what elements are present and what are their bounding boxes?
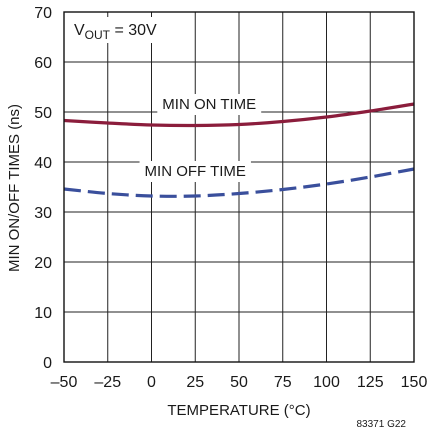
vout-main: V: [74, 22, 85, 39]
x-tick-label: 50: [230, 374, 248, 391]
plot-frame: [63, 11, 415, 363]
y-tick-labels: 0 10 20 30 40 50 60 70: [34, 5, 52, 372]
min-off-time-label: MIN OFF TIME: [145, 163, 246, 180]
x-tick-label: 125: [357, 374, 384, 391]
y-tick-label: 40: [34, 155, 52, 172]
x-tick-label: 25: [186, 374, 204, 391]
y-tick-label: 0: [43, 355, 52, 372]
figure-id: 83371 G22: [357, 419, 407, 430]
x-tick-label: –25: [94, 374, 121, 391]
min-on-time-label-bg: [157, 94, 262, 115]
x-tick-label: 100: [313, 374, 340, 391]
min-off-time-label-bg: [139, 161, 251, 182]
y-tick-label: 50: [34, 105, 52, 122]
y-tick-label: 60: [34, 55, 52, 72]
y-tick-label: 30: [34, 205, 52, 222]
vout-rest: = 30V: [110, 22, 157, 39]
min-off-time-line: [63, 167, 415, 198]
vout-annotation-bg: [69, 17, 169, 43]
grid: [63, 11, 415, 363]
x-tick-label: 150: [401, 374, 428, 391]
y-tick-label: 70: [34, 5, 52, 22]
x-tick-label: 0: [147, 374, 156, 391]
x-tick-label: 75: [274, 374, 292, 391]
vout-annotation: VOUT = 30V: [74, 22, 157, 42]
y-axis-label: MIN ON/OFF TIMES (ns): [6, 104, 23, 272]
min-on-time-label: MIN ON TIME: [162, 96, 256, 113]
x-axis-label: TEMPERATURE (°C): [167, 402, 310, 419]
x-tick-label: –50: [51, 374, 78, 391]
vout-sub: OUT: [85, 28, 111, 42]
min-on-time-line: [63, 102, 415, 128]
series-layer: [63, 102, 415, 198]
y-tick-label: 20: [34, 255, 52, 272]
y-tick-label: 10: [34, 305, 52, 322]
x-tick-labels: –50 –25 0 25 50 75 100 125 150: [51, 374, 428, 391]
